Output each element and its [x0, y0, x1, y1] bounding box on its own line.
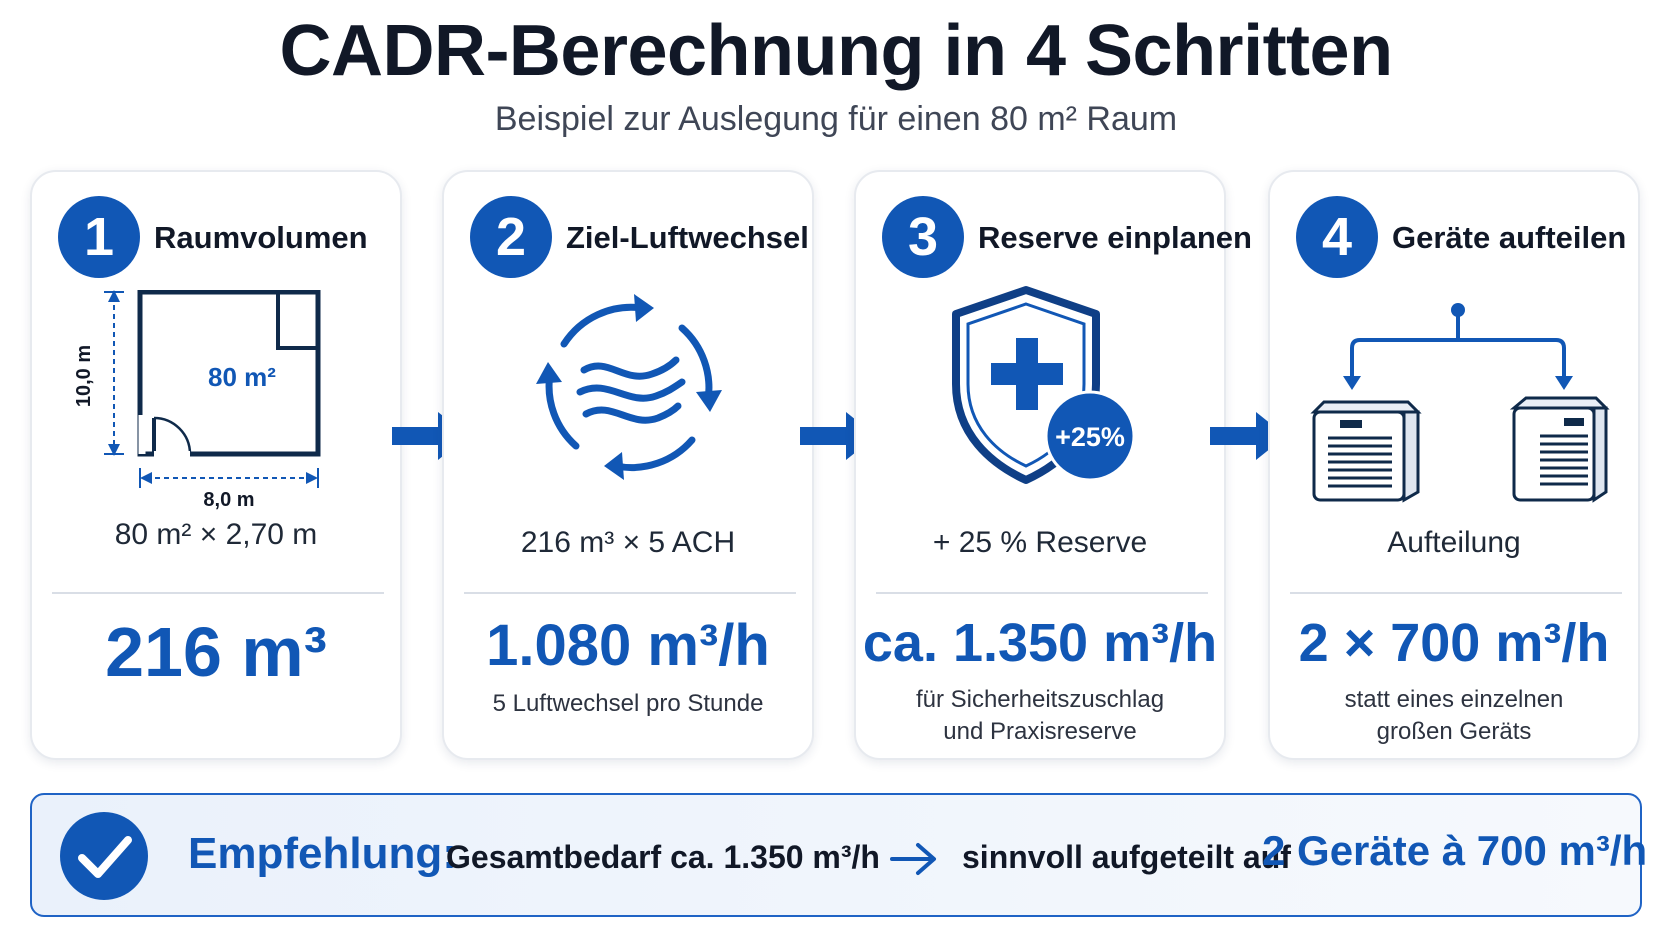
page-subtitle: Beispiel zur Auslegung für einen 80 m² R…	[494, 100, 1178, 138]
step-title: Geräte aufteilen	[1392, 220, 1627, 255]
step-formula: 80 m² × 2,70 m	[114, 518, 318, 551]
arrow-right-icon	[890, 843, 936, 875]
recommendation-total: Gesamtbedarf ca. 1.350 m³/h	[446, 839, 880, 875]
step-number-badge: 3	[882, 196, 964, 278]
divider	[1290, 592, 1622, 594]
step-number-badge: 1	[58, 196, 140, 278]
recommendation-final: 2 Geräte à 700 m³/h	[1262, 827, 1648, 874]
step-result: 2 × 700 m³/h	[1298, 613, 1610, 673]
air-purifier-right-icon	[1509, 396, 1610, 503]
shield-plus-icon: +25%	[952, 286, 1136, 484]
step-formula: Aufteilung	[1387, 526, 1521, 559]
height-label: 10,0 m	[73, 345, 95, 407]
floor-plan-icon: 10,0 m 80 m² 8,0 m	[73, 290, 321, 511]
step-card-4: 4 Geräte aufteilen	[1268, 170, 1640, 760]
reserve-badge-label: +25%	[1055, 422, 1125, 452]
step-formula: 216 m³ × 5 ACH	[520, 526, 736, 559]
recommendation-banner: Empfehlung: Gesamtbedarf ca. 1.350 m³/h …	[30, 793, 1647, 917]
step-card-3: 3 Reserve einplanen +25% + 25 % Reserve …	[854, 170, 1252, 760]
width-label: 8,0 m	[203, 489, 254, 511]
divider	[464, 592, 796, 594]
step-note-line1: statt eines einzelnen	[1344, 686, 1564, 713]
divider	[876, 592, 1208, 594]
step-formula: + 25 % Reserve	[932, 526, 1148, 559]
step-title: Ziel-Luftwechsel	[566, 220, 809, 255]
step-result: 1.080 m³/h	[486, 613, 770, 678]
step-note-line2: und Praxisreserve	[943, 718, 1137, 745]
step-note: 5 Luftwechsel pro Stunde	[492, 690, 764, 717]
arrow-right-icon	[1210, 412, 1286, 460]
step-number-badge: 2	[470, 196, 552, 278]
step-result: ca. 1.350 m³/h	[862, 613, 1218, 673]
checkmark-icon	[60, 812, 148, 900]
step-card-1: 1 Raumvolumen 10,0 m 80 m² 8,0 m 80 m² ×…	[30, 170, 402, 760]
step-note-line2: großen Geräts	[1376, 718, 1532, 745]
step-title: Reserve einplanen	[978, 220, 1252, 255]
step-note-line1: für Sicherheitszuschlag	[915, 686, 1165, 713]
page-title: CADR-Berechnung in 4 Schritten	[279, 11, 1393, 91]
recommendation-label: Empfehlung:	[188, 829, 457, 878]
area-label: 80 m²	[208, 362, 276, 392]
divider	[52, 592, 384, 594]
recommendation-middle: sinnvoll aufgeteilt auf	[962, 839, 1291, 875]
step-number-badge: 4	[1296, 196, 1378, 278]
step-result: 216 m³	[105, 613, 327, 691]
air-purifier-split-icon	[1310, 303, 1610, 503]
step-card-2: 2 Ziel-Luftwechsel 216 m³ × 5 ACH 1.080 …	[442, 170, 814, 760]
air-circulation-icon	[536, 294, 722, 480]
step-title: Raumvolumen	[154, 220, 368, 255]
air-purifier-left-icon	[1310, 400, 1422, 503]
